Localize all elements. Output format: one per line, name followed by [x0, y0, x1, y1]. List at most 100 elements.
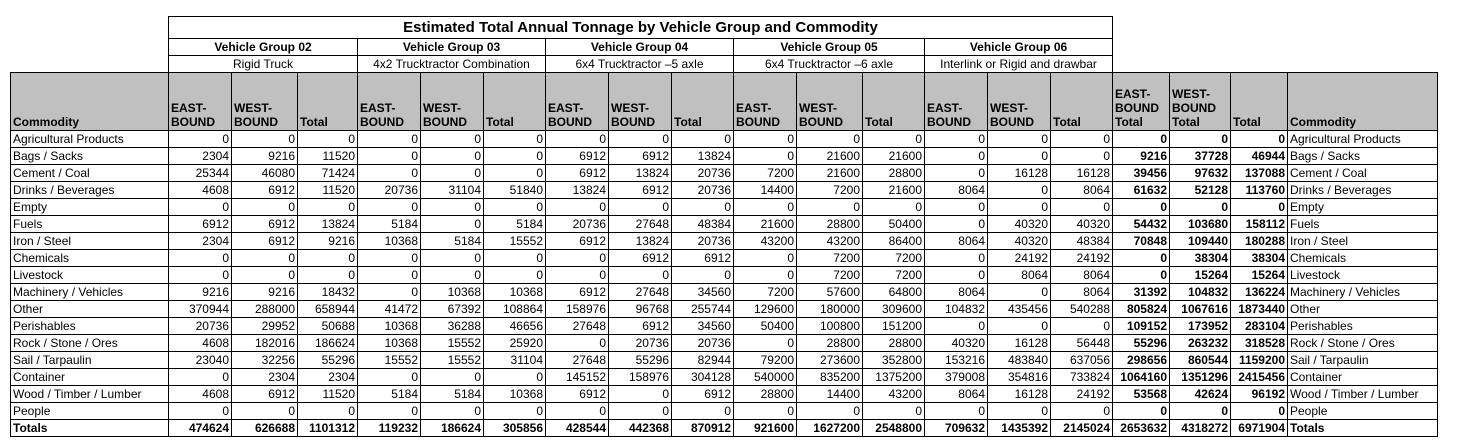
table-cell: 96768 [608, 300, 672, 318]
table-cell: 5184 [420, 232, 484, 250]
table-cell: 28800 [862, 334, 925, 352]
table-cell: 305856 [483, 419, 546, 437]
commodity-label-right: Fuels [1287, 215, 1438, 233]
table-row: Perishables 20736 29952 50688 10368 36288 4665… [10, 317, 1438, 335]
table-cell: 0 [483, 249, 546, 267]
commodity-label-right: Empty [1287, 198, 1438, 216]
table-cell: 28800 [862, 164, 925, 182]
vehicle-group-name: Vehicle Group 03 [357, 38, 546, 56]
commodity-label: Bags / Sacks [10, 147, 169, 165]
table-cell: 0 [420, 215, 484, 233]
table-cell: 0 [357, 164, 421, 182]
table-cell: 288000 [231, 300, 298, 318]
table-cell: 0 [483, 266, 546, 284]
table-cell: 48384 [671, 215, 734, 233]
table-cell: 6912 [168, 215, 232, 233]
table-cell: 11520 [297, 385, 358, 403]
table-cell: 0 [1050, 147, 1113, 165]
table-cell: 0 [987, 147, 1051, 165]
table-cell: 36288 [420, 317, 484, 335]
table-cell: 11520 [297, 181, 358, 199]
table-cell: 10368 [483, 283, 546, 301]
table-cell: 180288 [1230, 232, 1288, 250]
table-cell: 0 [357, 130, 421, 148]
table-cell: 0 [987, 130, 1051, 148]
table-cell: 0 [733, 130, 797, 148]
table-cell: 38304 [1230, 249, 1288, 267]
column-header-commodity-right: Commodity [1287, 72, 1438, 131]
table-cell: 21600 [733, 215, 797, 233]
commodity-label: Chemicals [10, 249, 169, 267]
table-cell: 6912 [545, 164, 609, 182]
table-cell: 40320 [924, 334, 988, 352]
table-cell: 2145024 [1050, 419, 1113, 437]
table-cell: 6912 [608, 181, 672, 199]
table-row: Machinery / Vehicles 9216 9216 18432 0 10368 1… [10, 283, 1438, 301]
table-cell: 16128 [987, 164, 1051, 182]
table-cell: 153216 [924, 351, 988, 369]
table-cell: 0 [924, 147, 988, 165]
table-cell: 4608 [168, 334, 232, 352]
table-cell: 6912 [671, 249, 734, 267]
table-cell: 0 [231, 198, 298, 216]
table-cell: 40320 [987, 232, 1051, 250]
table-cell: 7200 [796, 181, 863, 199]
table-cell: 0 [796, 198, 863, 216]
table-cell: 0 [297, 402, 358, 420]
table-cell: 5184 [357, 215, 421, 233]
table-cell: 1873440 [1230, 300, 1288, 318]
table-cell: 0 [924, 317, 988, 335]
table-cell: 298656 [1112, 351, 1170, 369]
table-cell: 96192 [1230, 385, 1288, 403]
vehicle-group-name: Vehicle Group 04 [545, 38, 734, 56]
table-cell: 55296 [608, 351, 672, 369]
commodity-label-right: Cement / Coal [1287, 164, 1438, 182]
table-cell: 0 [987, 181, 1051, 199]
table-cell: 483840 [987, 351, 1051, 369]
table-row: Rock / Stone / Ores 4608 182016 186624 10368… [10, 334, 1438, 352]
vehicle-group-type: Rigid Truck [168, 55, 358, 73]
table-cell: 40320 [987, 215, 1051, 233]
table-cell: 182016 [231, 334, 298, 352]
table-row: Livestock 0 0 0 0 0 0 0 0 0 0 7200 7200 0 8064 8064 0 152… [10, 266, 1438, 284]
table-cell: 0 [168, 368, 232, 386]
column-header-grand-total: Total [1230, 72, 1288, 131]
commodity-label: Empty [10, 198, 169, 216]
table-cell: 55296 [297, 351, 358, 369]
table-cell: 21600 [796, 147, 863, 165]
table-cell: 0 [420, 147, 484, 165]
table-cell: 0 [483, 147, 546, 165]
table-cell: 27648 [608, 283, 672, 301]
table-cell: 0 [297, 130, 358, 148]
table-cell: 0 [357, 402, 421, 420]
table-cell: 39456 [1112, 164, 1170, 182]
column-header-westbound: WEST- BOUND [796, 72, 863, 131]
table-cell: 97632 [1169, 164, 1231, 182]
table-cell: 9216 [231, 147, 298, 165]
table-cell: 0 [231, 266, 298, 284]
tonnage-table: Estimated Total Annual Tonnage by Vehicl… [10, 16, 1438, 437]
table-cell: 0 [671, 130, 734, 148]
column-header-eastbound: EAST- BOUND [733, 72, 797, 131]
commodity-label: Fuels [10, 215, 169, 233]
table-cell: 870912 [671, 419, 734, 437]
table-cell: 0 [483, 164, 546, 182]
table-cell: 27648 [545, 317, 609, 335]
table-cell: 7200 [862, 249, 925, 267]
vehicle-group-type: 6x4 Trucktractor –5 axle [545, 55, 734, 73]
table-cell: 6912 [545, 385, 609, 403]
commodity-label-right: Livestock [1287, 266, 1438, 284]
table-cell: 1627200 [796, 419, 863, 437]
table-cell: 54432 [1112, 215, 1170, 233]
table-cell: 6912 [545, 283, 609, 301]
table-row: Chemicals 0 0 0 0 0 0 0 6912 6912 0 7200 7200 0 24192 2… [10, 249, 1438, 267]
table-row: Container 0 2304 2304 0 0 0 145152 158976 304128 5… [10, 368, 1438, 386]
table-cell: 14400 [733, 181, 797, 199]
table-cell: 27648 [608, 215, 672, 233]
table-cell: 2304 [231, 368, 298, 386]
table-cell: 56448 [1050, 334, 1113, 352]
table-cell: 1101312 [297, 419, 358, 437]
table-cell: 0 [545, 130, 609, 148]
table-cell: 5184 [483, 215, 546, 233]
table-cell: 2304 [168, 147, 232, 165]
